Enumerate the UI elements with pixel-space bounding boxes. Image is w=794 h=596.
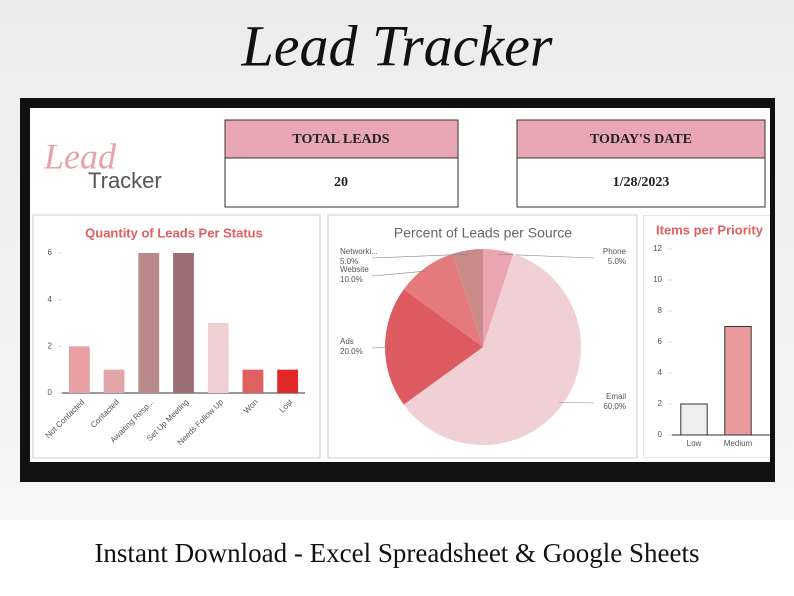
slice-label: Networki... [340,247,378,256]
y-tick-label: 4 [48,295,53,304]
pie-slice [403,253,582,445]
bar [103,369,125,393]
bar [138,253,160,393]
chart-title: Items per Priority [656,222,764,237]
footer-band [0,520,794,596]
pie-slice [384,289,483,405]
x-tick-label: Medium [724,439,753,448]
page-title: Lead Tracker [241,13,553,78]
slice-value: 10.0% [340,275,363,284]
footer-text: Instant Download - Excel Spreadsheet & G… [94,538,699,568]
chart: Percent of Leads per SourcePhone5.0%Emai… [340,225,627,445]
y-tick-label: 2 [658,399,663,408]
chart-title: Percent of Leads per Source [394,225,572,241]
slice-value: 5.0% [608,257,626,266]
y-tick-label: 0 [48,388,53,397]
slice-label: Email [606,392,626,401]
bar [277,369,299,393]
card-label: TODAY'S DATE [590,132,692,147]
leader-line [371,253,469,259]
card: TODAY'S DATE 1/28/2023 [516,119,766,208]
bar [242,369,264,393]
card-value: 20 [334,175,348,190]
pie-slice [452,249,483,347]
x-tick-label: Low [687,439,702,448]
y-tick-label: 2 [48,341,53,350]
bar [207,323,229,393]
logo-script: Lead [43,136,117,176]
slice-value: 60.0% [603,402,626,411]
slice-label: Website [340,265,369,274]
y-tick-label: 8 [658,306,663,315]
y-tick-label: 6 [658,337,663,346]
slice-value: 20.0% [340,347,363,356]
slice-value: 5.0% [340,257,358,266]
logo-word: Tracker [88,168,162,193]
y-tick-label: 10 [653,275,662,284]
y-tick-label: 6 [48,248,53,257]
slice-label: Ads [340,337,354,346]
bar [68,346,90,393]
card-header [516,119,766,159]
y-tick-label: 0 [658,430,663,439]
leader-line [371,346,390,349]
leader-line [559,401,595,404]
y-tick-label: 12 [653,244,662,253]
card: TOTAL LEADS 20 [224,119,459,208]
pie-slice [403,253,483,347]
card-value: 1/28/2023 [613,175,670,190]
slice-label: Phone [603,247,627,256]
chart-title: Quantity of Leads Per Status [85,225,263,240]
pie-slice [483,249,514,347]
panel [643,215,770,458]
bar [173,253,194,393]
y-tick-label: 4 [658,368,663,377]
bar [680,403,708,436]
chart: Items per Priority 0 2 4 6 8 10 12 Low Medium [653,222,770,448]
card-header [224,119,459,159]
bar [724,326,752,436]
leader-line [371,270,428,277]
card-label: TOTAL LEADS [292,132,389,147]
